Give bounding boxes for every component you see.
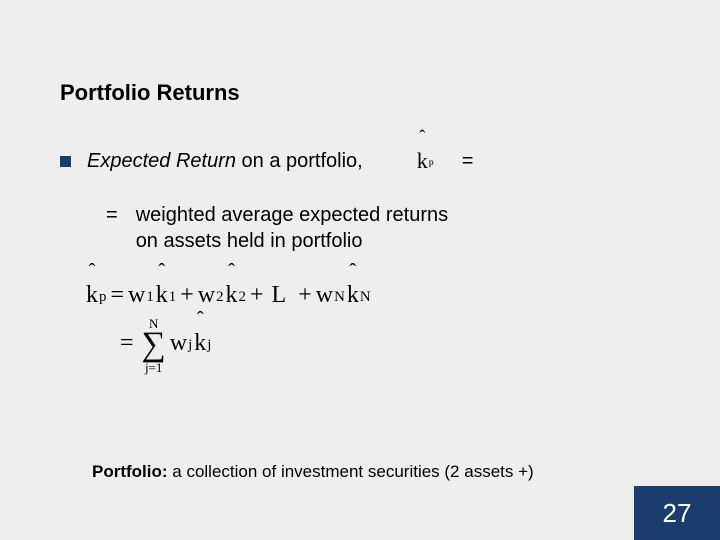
- sigma-icon: N ∑ j=1: [142, 317, 166, 374]
- bullet-icon: [60, 156, 71, 167]
- footer-rest: a collection of investment securities (2…: [168, 462, 534, 481]
- line1-italic: Expected Return: [87, 150, 236, 172]
- line2-text: weighted average expected returns on ass…: [136, 202, 448, 254]
- line1-rest: on a portfolio,: [236, 150, 363, 172]
- line2-equals: =: [106, 202, 118, 228]
- formula-summation: = N ∑ j=1 wj ˆkj: [116, 315, 660, 372]
- ellipsis-L: L: [272, 282, 287, 309]
- footer-bold: Portfolio:: [92, 462, 168, 481]
- definition-line: = weighted average expected returns on a…: [106, 202, 660, 254]
- line2-text-b: on assets held in portfolio: [136, 230, 363, 252]
- slide: Portfolio Returns Expected Return on a p…: [0, 0, 720, 540]
- bullet-line-1: Expected Return on a portfolio, ˆk p =: [60, 148, 660, 174]
- slide-title: Portfolio Returns: [60, 80, 660, 106]
- k-hat-p-symbol: ˆk p: [417, 148, 434, 174]
- line1-equals: =: [462, 150, 474, 173]
- page-number: 27: [634, 486, 720, 540]
- formula-expanded: ˆkp = w1 ˆk1 + w2 ˆk2 + L + wN ˆkN: [86, 282, 660, 309]
- line1-text: Expected Return on a portfolio,: [87, 150, 363, 173]
- line2-text-a: weighted average expected returns: [136, 204, 448, 226]
- formula-block: ˆkp = w1 ˆk1 + w2 ˆk2 + L + wN ˆkN = N ∑…: [86, 282, 660, 372]
- footer-definition: Portfolio: a collection of investment se…: [92, 462, 534, 482]
